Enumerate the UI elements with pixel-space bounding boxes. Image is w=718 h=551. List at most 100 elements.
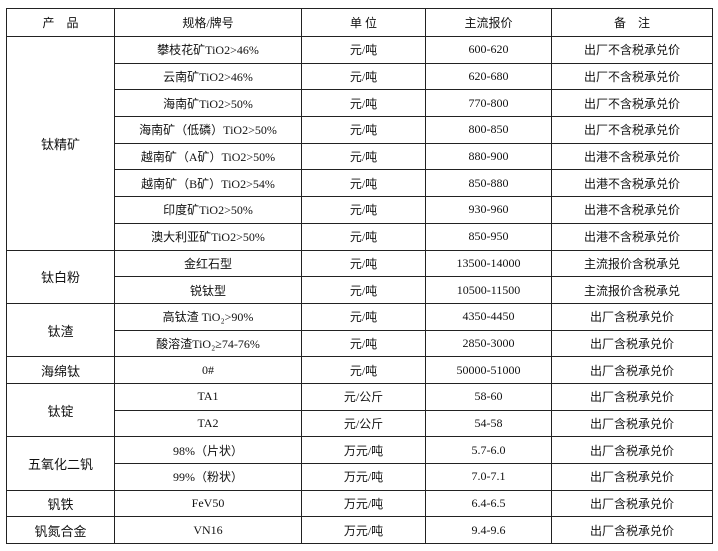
note-cell: 出厂含税承兑价 — [551, 516, 713, 545]
unit-cell: 元/公斤 — [301, 409, 426, 438]
spec-cell: 锐钛型 — [114, 276, 302, 304]
note-cell: 出厂含税承兑价 — [551, 489, 713, 518]
spec-cell: 越南矿（A矿）TiO2>50% — [114, 142, 302, 171]
note-cell: 出港不含税承兑价 — [551, 222, 713, 251]
price-cell: 600-620 — [425, 36, 552, 64]
unit-cell: 元/吨 — [301, 329, 426, 358]
unit-cell: 元/吨 — [301, 276, 426, 304]
header-spec: 规格/牌号 — [114, 8, 302, 37]
price-cell: 58-60 — [425, 382, 552, 411]
product-cell: 钒铁 — [6, 489, 115, 518]
table-row: 99%（粉状） 万元/吨 7.0-7.1 出厂含税承兑价 — [7, 463, 713, 491]
header-unit: 单 位 — [301, 8, 426, 37]
unit-cell: 万元/吨 — [301, 489, 426, 518]
product-cell: 钛精矿 — [6, 36, 115, 251]
product-cell: 钛锭 — [6, 382, 115, 438]
table-row: 海南矿TiO2>50% 元/吨 770-800 出厂不含税承兑价 — [7, 89, 713, 118]
product-cell: 钛渣 — [6, 302, 115, 358]
unit-cell: 元/吨 — [301, 36, 426, 64]
header-price: 主流报价 — [425, 8, 552, 37]
price-cell: 54-58 — [425, 409, 552, 438]
table-row: 钛精矿 攀枝花矿TiO2>46% 元/吨 600-620 出厂不含税承兑价 — [6, 36, 713, 251]
unit-cell: 元/吨 — [301, 169, 426, 198]
note-cell: 主流报价含税承兑 — [551, 276, 713, 304]
product-cell: 海绵钛 — [6, 356, 115, 384]
note-cell: 出厂含税承兑价 — [551, 382, 713, 411]
spec-cell: 高钛渣 TiO₂>90% — [114, 302, 302, 331]
price-cell: 4350-4450 — [425, 302, 552, 331]
price-cell: 930-960 — [425, 196, 552, 224]
table-row: 澳大利亚矿TiO2>50% 元/吨 850-950 出港不含税承兑价 — [7, 222, 713, 251]
table-row: 五氧化二钒 98%（片状） 万元/吨 5.7-6.0 出厂含税承兑价 — [6, 436, 713, 491]
spec-cell: 海南矿TiO2>50% — [114, 89, 302, 118]
unit-cell: 元/吨 — [301, 222, 426, 251]
unit-cell: 元/公斤 — [301, 382, 426, 411]
price-cell: 6.4-6.5 — [425, 489, 552, 518]
note-cell: 出港不含税承兑价 — [551, 196, 713, 224]
price-cell: 9.4-9.6 — [425, 516, 552, 545]
price-cell: 2850-3000 — [425, 329, 552, 358]
unit-cell: 元/吨 — [301, 142, 426, 171]
spec-cell: 酸溶渣TiO₂≥74-76% — [114, 329, 302, 358]
price-cell: 13500-14000 — [425, 249, 552, 278]
note-cell: 出厂不含税承兑价 — [551, 62, 713, 91]
spec-cell: 印度矿TiO2>50% — [114, 196, 302, 224]
product-cell: 钒氮合金 — [6, 516, 115, 545]
header-row: 产 品 规格/牌号 单 位 主流报价 备 注 — [6, 8, 713, 37]
spec-cell: TA1 — [114, 382, 302, 411]
price-cell: 50000-51000 — [425, 356, 552, 384]
header-note: 备 注 — [551, 8, 713, 37]
unit-cell: 元/吨 — [301, 196, 426, 224]
spec-cell: FeV50 — [114, 489, 302, 518]
price-cell: 800-850 — [425, 116, 552, 144]
spec-cell: TA2 — [114, 409, 302, 438]
table-row: 钛白粉 金红石型 元/吨 13500-14000 主流报价含税承兑 — [6, 249, 713, 304]
note-cell: 出港不含税承兑价 — [551, 169, 713, 198]
spec-cell: 越南矿（B矿）TiO2>54% — [114, 169, 302, 198]
note-cell: 出厂含税承兑价 — [551, 436, 713, 464]
spec-cell: 海南矿（低磷）TiO2>50% — [114, 116, 302, 144]
note-cell: 出厂不含税承兑价 — [551, 116, 713, 144]
unit-cell: 万元/吨 — [301, 463, 426, 491]
price-cell: 770-800 — [425, 89, 552, 118]
spec-cell: 98%（片状） — [114, 436, 302, 464]
price-cell: 7.0-7.1 — [425, 463, 552, 491]
note-cell: 出厂含税承兑价 — [551, 356, 713, 384]
header-product: 产 品 — [6, 8, 115, 37]
spec-cell: 0# — [114, 356, 302, 384]
table-row: 钛渣 高钛渣 TiO₂>90% 元/吨 4350-4450 出厂含税承兑价 — [6, 302, 713, 358]
note-cell: 主流报价含税承兑 — [551, 249, 713, 278]
unit-cell: 元/吨 — [301, 302, 426, 331]
product-cell: 五氧化二钒 — [6, 436, 115, 491]
price-cell: 850-950 — [425, 222, 552, 251]
table-row: 锐钛型 元/吨 10500-11500 主流报价含税承兑 — [7, 276, 713, 304]
table-row: 越南矿（B矿）TiO2>54% 元/吨 850-880 出港不含税承兑价 — [7, 169, 713, 198]
unit-cell: 元/吨 — [301, 356, 426, 384]
note-cell: 出厂不含税承兑价 — [551, 89, 713, 118]
product-cell: 钛白粉 — [6, 249, 115, 304]
note-cell: 出厂含税承兑价 — [551, 329, 713, 358]
price-cell: 10500-11500 — [425, 276, 552, 304]
unit-cell: 元/吨 — [301, 249, 426, 278]
price-cell: 850-880 — [425, 169, 552, 198]
unit-cell: 元/吨 — [301, 116, 426, 144]
table-row: 钒铁 FeV50 万元/吨 6.4-6.5 出厂含税承兑价 — [6, 489, 713, 518]
note-cell: 出厂含税承兑价 — [551, 409, 713, 438]
note-cell: 出厂不含税承兑价 — [551, 36, 713, 64]
spec-cell: 澳大利亚矿TiO2>50% — [114, 222, 302, 251]
table-row: 钛锭 TA1 元/公斤 58-60 出厂含税承兑价 — [6, 382, 713, 438]
spec-cell: 99%（粉状） — [114, 463, 302, 491]
note-cell: 出港不含税承兑价 — [551, 142, 713, 171]
table-row: 海南矿（低磷）TiO2>50% 元/吨 800-850 出厂不含税承兑价 — [7, 116, 713, 144]
table-row: 海绵钛 0# 元/吨 50000-51000 出厂含税承兑价 — [6, 356, 713, 384]
table-row: 钒氮合金 VN16 万元/吨 9.4-9.6 出厂含税承兑价 — [6, 516, 713, 545]
spec-cell: VN16 — [114, 516, 302, 545]
price-cell: 620-680 — [425, 62, 552, 91]
price-cell: 880-900 — [425, 142, 552, 171]
unit-cell: 万元/吨 — [301, 436, 426, 464]
unit-cell: 元/吨 — [301, 62, 426, 91]
price-table: 产 品 规格/牌号 单 位 主流报价 备 注 钛精矿 攀枝花矿TiO2>46% 元/… — [6, 8, 713, 545]
note-cell: 出厂含税承兑价 — [551, 302, 713, 331]
table-row: 印度矿TiO2>50% 元/吨 930-960 出港不含税承兑价 — [7, 196, 713, 224]
unit-cell: 万元/吨 — [301, 516, 426, 545]
